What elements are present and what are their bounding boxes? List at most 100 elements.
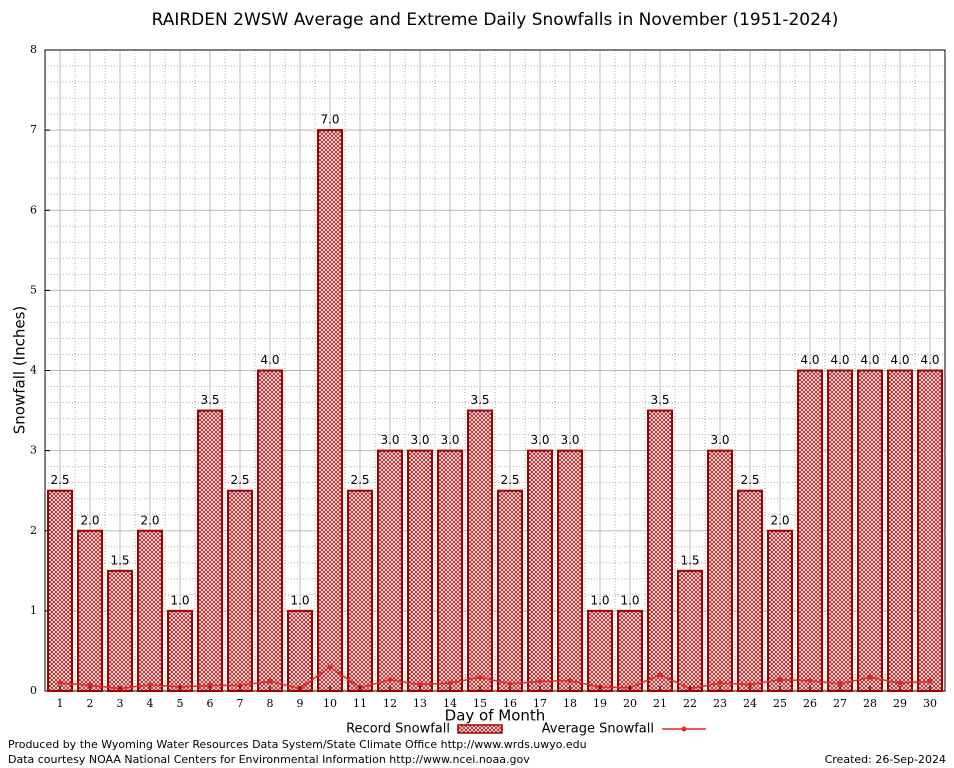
bar — [497, 489, 523, 692]
bar — [47, 489, 73, 692]
value-label: 2.0 — [140, 513, 159, 527]
line-marker — [207, 682, 213, 688]
line-marker — [57, 680, 63, 686]
value-label: 2.5 — [500, 473, 519, 487]
value-label: 7.0 — [320, 113, 339, 127]
legend-swatch — [457, 724, 503, 734]
x-tick-label: 13 — [413, 697, 427, 710]
bar — [347, 489, 373, 692]
x-tick-label: 12 — [383, 697, 397, 710]
line-marker — [327, 664, 333, 670]
value-label: 3.0 — [710, 433, 729, 447]
bar — [797, 369, 823, 692]
x-tick-label: 4 — [147, 697, 154, 710]
bar — [647, 409, 673, 692]
value-label: 1.5 — [680, 553, 699, 567]
bar — [467, 409, 493, 692]
line-marker — [537, 678, 543, 684]
bar — [767, 529, 793, 692]
line-marker — [567, 678, 573, 684]
x-tick-label: 14 — [443, 697, 457, 710]
x-tick-label: 7 — [237, 697, 244, 710]
x-tick-label: 1 — [57, 697, 64, 710]
bar — [437, 449, 463, 692]
bar — [317, 129, 343, 692]
bar — [167, 609, 193, 692]
x-tick-label: 29 — [893, 697, 907, 710]
y-tick-label: 4 — [30, 364, 37, 377]
value-label: 2.5 — [230, 473, 249, 487]
credit: Produced by the Wyoming Water Resources … — [8, 738, 587, 751]
created-date: Created: 26-Sep-2024 — [825, 753, 946, 766]
value-label: 4.0 — [860, 353, 879, 367]
line-marker — [717, 680, 723, 686]
y-tick-label: 6 — [30, 203, 37, 216]
x-tick-label: 5 — [177, 697, 184, 710]
x-tick-label: 24 — [743, 697, 757, 710]
x-tick-label: 21 — [653, 697, 667, 710]
line-marker — [417, 682, 423, 688]
x-tick-label: 26 — [803, 697, 817, 710]
legend-swatch — [681, 726, 687, 732]
bar — [227, 489, 253, 692]
x-axis-label: Day of Month — [445, 707, 546, 725]
value-label: 3.0 — [380, 433, 399, 447]
legend-label: Record Snowfall — [346, 722, 450, 737]
y-tick-label: 2 — [30, 524, 37, 537]
line-marker — [267, 678, 273, 684]
bar — [407, 449, 433, 692]
y-axis-label: Snowfall (Inches) — [11, 306, 29, 434]
line-marker — [657, 672, 663, 678]
y-tick-label: 7 — [30, 123, 37, 136]
bar — [77, 529, 103, 692]
value-label: 3.5 — [200, 393, 219, 407]
bar — [707, 449, 733, 692]
line-marker — [867, 674, 873, 680]
x-tick-label: 25 — [773, 697, 787, 710]
bar — [137, 529, 163, 692]
y-tick-label: 3 — [30, 444, 37, 457]
line-marker — [507, 681, 513, 687]
value-label: 2.5 — [740, 473, 759, 487]
value-label: 4.0 — [890, 353, 909, 367]
credit: Data courtesy NOAA National Centers for … — [8, 753, 530, 766]
x-tick-label: 22 — [683, 697, 697, 710]
line-marker — [87, 682, 93, 688]
line-marker — [447, 680, 453, 686]
x-tick-label: 2 — [87, 697, 94, 710]
value-label: 4.0 — [260, 353, 279, 367]
line-marker — [237, 682, 243, 688]
x-tick-label: 11 — [353, 697, 367, 710]
bar — [587, 609, 613, 692]
chart-title: RAIRDEN 2WSW Average and Extreme Daily S… — [152, 10, 839, 30]
line-marker — [477, 674, 483, 680]
line-marker — [747, 682, 753, 688]
line-marker — [897, 680, 903, 686]
value-label: 3.5 — [470, 393, 489, 407]
line-marker — [777, 677, 783, 683]
value-label: 2.5 — [50, 473, 69, 487]
value-label: 1.5 — [110, 553, 129, 567]
plot-frame — [44, 49, 946, 692]
x-tick-label: 6 — [207, 697, 214, 710]
bar — [737, 489, 763, 692]
value-label: 4.0 — [800, 353, 819, 367]
value-label: 1.0 — [170, 593, 189, 607]
line-marker — [147, 682, 153, 688]
x-tick-label: 3 — [117, 697, 124, 710]
value-label: 1.0 — [290, 593, 309, 607]
x-tick-label: 9 — [297, 697, 304, 710]
line-marker — [927, 678, 933, 684]
x-tick-label: 17 — [533, 697, 547, 710]
x-tick-label: 23 — [713, 697, 727, 710]
value-label: 2.5 — [350, 473, 369, 487]
value-label: 1.0 — [620, 593, 639, 607]
bar — [827, 369, 853, 692]
bar — [617, 609, 643, 692]
bar — [557, 449, 583, 692]
x-tick-label: 28 — [863, 697, 877, 710]
y-tick-label: 0 — [30, 684, 37, 697]
y-tick-label: 5 — [30, 283, 37, 296]
bar — [677, 569, 703, 692]
